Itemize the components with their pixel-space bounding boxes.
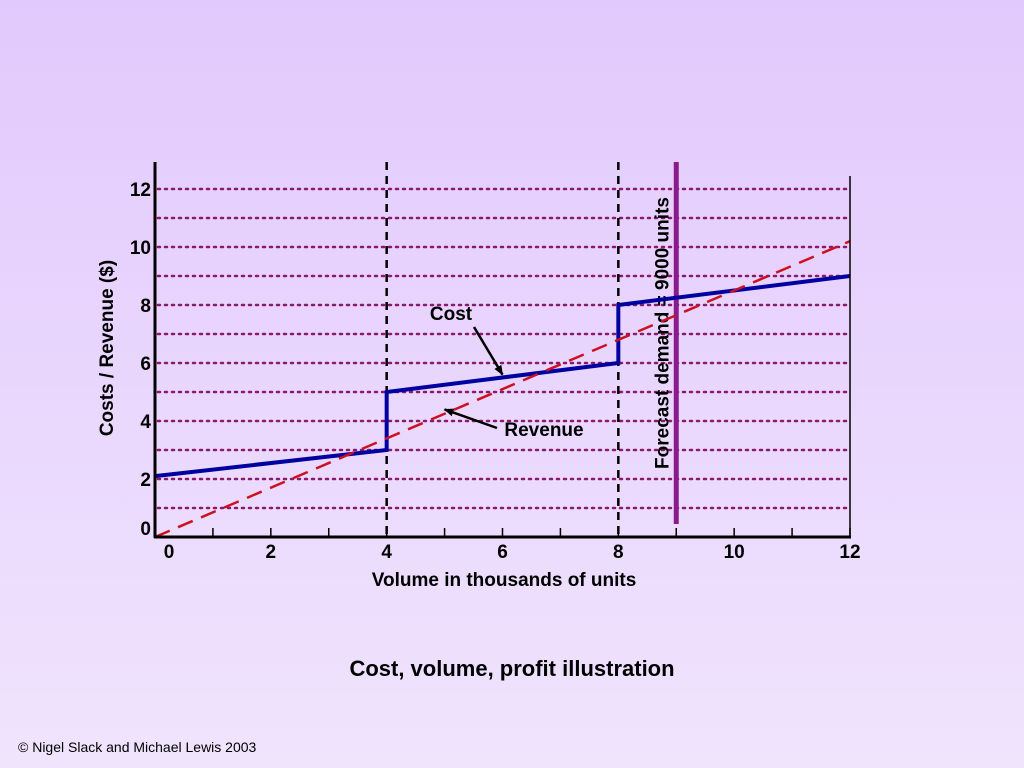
y-tick-label: 0 — [140, 519, 151, 540]
forecast-demand-label: Forecast demand = 9000 units — [652, 197, 673, 469]
tick-labels: 0 2 4 6 8 10 12 0 2 4 6 8 10 12 — [130, 180, 861, 563]
annotation-arrow-revenue — [443, 408, 498, 430]
series-lines — [154, 240, 851, 539]
x-tick-label: 10 — [724, 542, 745, 563]
copyright-notice: © Nigel Slack and Michael Lewis 2003 — [18, 739, 257, 755]
axes — [153, 162, 851, 539]
chart: Forecast demand = 9000 units 0 2 4 6 8 10 12 0 2… — [97, 162, 861, 591]
figure-caption: Cost, volume, profit illustration — [349, 656, 675, 681]
y-tick-label: 2 — [140, 470, 151, 491]
y-tick-label: 6 — [140, 354, 151, 375]
annotation-cost: Cost — [430, 304, 473, 325]
y-axis-label: Costs / Revenue ($) — [97, 260, 118, 436]
annotation-arrow-cost — [472, 326, 504, 376]
series-line-revenue — [154, 240, 851, 539]
annotations: Cost Revenue — [430, 304, 584, 441]
y-tick-label: 8 — [140, 296, 151, 317]
x-tick-label: 8 — [613, 542, 624, 563]
grid-lines — [156, 187, 852, 510]
y-tick-label: 4 — [140, 412, 151, 433]
y-tick-label: 10 — [130, 238, 151, 259]
x-tick-label: 2 — [266, 542, 277, 563]
x-axis-label: Volume in thousands of units — [372, 570, 637, 591]
x-tick-label: 4 — [381, 542, 392, 563]
x-tick-label: 6 — [497, 542, 508, 563]
x-tick-label: 0 — [164, 542, 175, 563]
y-tick-label: 12 — [130, 180, 151, 201]
reference-lines: Forecast demand = 9000 units — [385, 162, 679, 537]
x-tick-label: 12 — [839, 542, 860, 563]
annotation-revenue: Revenue — [504, 420, 583, 441]
